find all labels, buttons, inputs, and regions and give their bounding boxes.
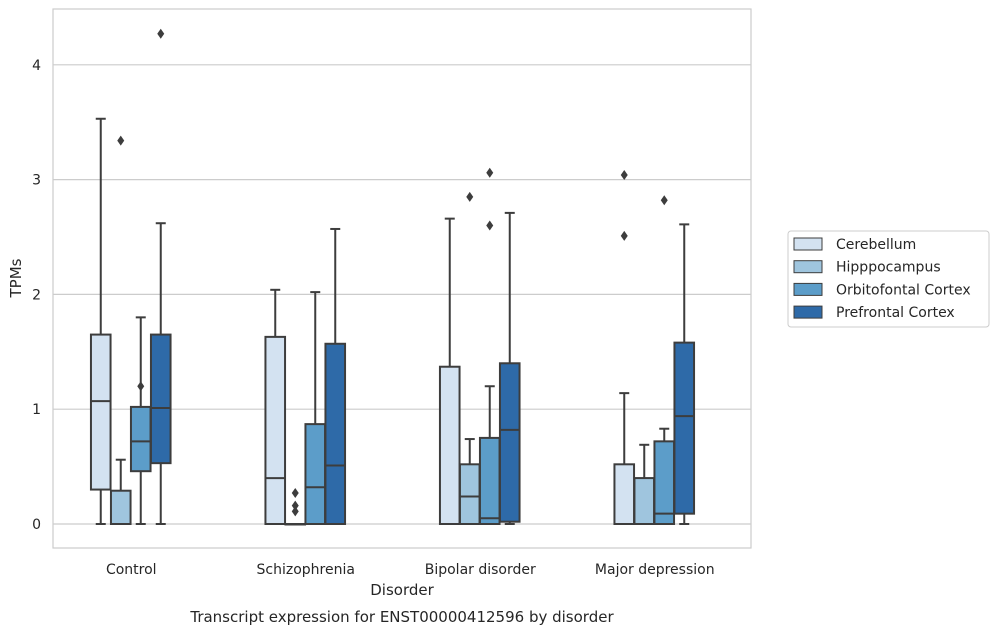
x-axis-label: Disorder	[370, 581, 434, 599]
chart-caption: Transcript expression for ENST0000041259…	[189, 608, 614, 626]
outlier-point	[291, 500, 299, 511]
y-axis-label: TPMs	[7, 258, 25, 298]
outlier-point	[620, 170, 628, 181]
outlier-point	[486, 220, 494, 231]
legend-label: Cerebellum	[836, 237, 916, 253]
box	[673, 341, 696, 515]
legend: Cerebellum Hipppocampus Orbitofontal Corte…	[787, 230, 990, 328]
box	[109, 489, 132, 526]
outlier-point	[157, 28, 165, 39]
box	[129, 405, 152, 473]
box-group	[89, 117, 112, 525]
x-tick-label: Major depression	[595, 562, 715, 578]
box	[304, 423, 327, 525]
box	[149, 333, 172, 465]
outlier-point	[466, 191, 474, 202]
box	[458, 463, 481, 525]
legend-frame	[787, 230, 990, 328]
box-group	[324, 227, 347, 525]
box	[478, 436, 501, 525]
box-group	[304, 291, 327, 525]
outlier-point	[291, 488, 299, 499]
box-group	[498, 211, 521, 525]
legend-label: Orbitofontal Cortex	[836, 282, 971, 298]
x-tick-label: Bipolar disorder	[425, 562, 536, 578]
y-tick-label: 4	[32, 58, 41, 74]
box-group	[673, 223, 696, 525]
legend-swatch	[793, 305, 823, 319]
box	[324, 342, 347, 525]
box-group	[653, 195, 676, 525]
outlier-point	[137, 381, 145, 392]
x-tick-labels: Control Schizophrenia Bipolar disorder Majo…	[106, 562, 715, 578]
plot-frame	[52, 8, 752, 549]
legend-swatch	[793, 260, 823, 274]
box-group	[613, 170, 636, 525]
box	[653, 440, 676, 525]
box-group	[109, 135, 132, 526]
box	[633, 477, 656, 525]
outlier-point	[620, 230, 628, 241]
box-group	[264, 288, 287, 525]
outlier-point	[117, 135, 125, 146]
y-tick-label: 1	[32, 402, 41, 418]
box	[89, 333, 112, 491]
box-group	[458, 191, 481, 525]
box-group	[438, 217, 461, 525]
y-tick-labels: 0 1 2 3 4	[32, 58, 41, 533]
box-group	[633, 443, 656, 525]
legend-swatch	[793, 282, 823, 296]
outlier-point	[660, 195, 668, 206]
box-group	[478, 167, 501, 525]
y-tick-label: 0	[32, 517, 41, 533]
legend-label: Hipppocampus	[836, 260, 941, 276]
box-group	[129, 316, 152, 525]
outlier-point	[291, 506, 299, 517]
boxplots	[89, 28, 696, 526]
box-group	[284, 488, 307, 526]
legend-swatch	[793, 237, 823, 251]
box-group	[149, 28, 172, 525]
x-tick-label: Control	[106, 562, 157, 578]
box	[438, 365, 461, 525]
box	[264, 335, 287, 525]
box	[613, 463, 636, 525]
legend-label: Prefrontal Cortex	[836, 305, 955, 321]
x-tick-label: Schizophrenia	[257, 562, 355, 578]
box	[498, 362, 521, 523]
y-tick-label: 3	[32, 173, 41, 189]
outlier-point	[486, 167, 494, 178]
y-tick-label: 2	[32, 287, 41, 303]
